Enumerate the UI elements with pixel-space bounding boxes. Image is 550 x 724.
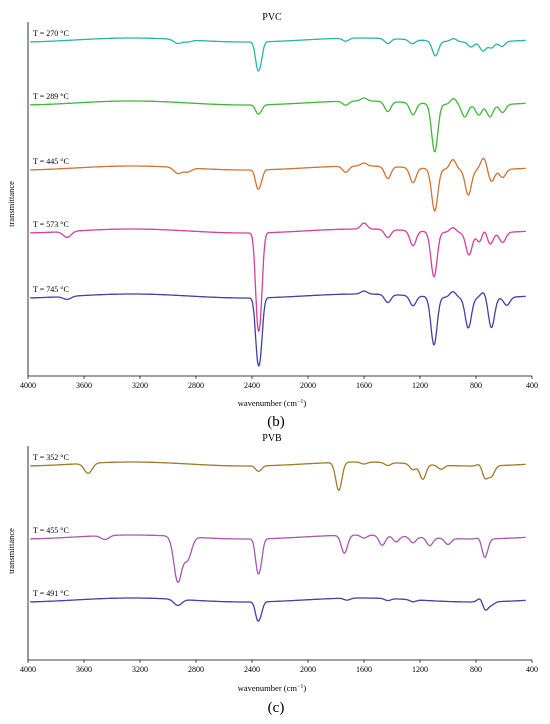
x-tick-label-3200: 3200 (132, 665, 148, 674)
chart-pvb-title: PVB (262, 433, 282, 444)
series-label-1-1: T = 455 °C (33, 526, 69, 535)
chart-pvc-title: PVC (262, 12, 282, 23)
chart-pvc-x-ticks: 4000 3600 3200 2800 2400 2000 1600 1200 800 400 (20, 376, 538, 390)
x-tick-label-2000: 2000 (300, 665, 316, 674)
x-tick-label-4000: 4000 (20, 665, 36, 674)
series-label-0-0: T = 270 °C (33, 29, 69, 38)
x-tick-label-1600: 1600 (356, 665, 372, 674)
x-tick-label-2400: 2400 (244, 381, 260, 390)
chart-pvc-ylabel: transmittance (6, 181, 16, 227)
series-line-0-0 (29, 37, 526, 72)
chart-pvb-series (29, 461, 526, 622)
x-tick-label-2400: 2400 (244, 665, 260, 674)
chart-pvb-xlabel: wavenumber (cm−1) (238, 683, 307, 693)
x-tick-label-3600: 3600 (76, 381, 92, 390)
chart-pvc-xlabel: wavenumber (cm−1) (238, 398, 307, 408)
panel-label-c: (c) (268, 700, 285, 716)
series-line-1-1 (29, 534, 526, 584)
x-tick-label-4000: 4000 (20, 381, 36, 390)
x-tick-label-1600: 1600 (356, 381, 372, 390)
x-tick-label-1200: 1200 (412, 665, 428, 674)
series-line-1-2 (29, 597, 526, 622)
series-line-0-1 (29, 97, 526, 153)
chart-pvb-legend: T = 352 °C T = 455 °C T = 491 °C (33, 453, 69, 598)
chart-pvc: PVC transmittance 4000 3600 3200 2800 2400 20… (6, 12, 538, 430)
series-line-0-4 (29, 290, 526, 367)
series-label-0-3: T = 573 °C (33, 220, 69, 229)
series-line-1-0 (29, 461, 526, 491)
series-label-1-0: T = 352 °C (33, 453, 69, 462)
x-tick-label-400: 400 (526, 381, 538, 390)
x-tick-label-800: 800 (470, 381, 482, 390)
x-tick-label-3200: 3200 (132, 381, 148, 390)
x-tick-label-2800: 2800 (188, 665, 204, 674)
chart-pvb: PVB transmittance 4000 3600 3200 2800 2400 20… (6, 433, 538, 716)
x-tick-label-1200: 1200 (412, 381, 428, 390)
chart-pvc-axes (27, 22, 532, 377)
series-label-0-4: T = 745 °C (33, 285, 69, 294)
x-tick-label-2800: 2800 (188, 381, 204, 390)
chart-pvb-x-ticks: 4000 3600 3200 2800 2400 2000 1600 1200 800 400 (20, 660, 538, 674)
series-label-0-1: T = 289 °C (33, 92, 69, 101)
x-tick-label-3600: 3600 (76, 665, 92, 674)
chart-pvc-series (29, 37, 526, 367)
panel-label-b: (b) (267, 414, 285, 430)
series-label-0-2: T = 445 °C (33, 157, 69, 166)
x-tick-label-400: 400 (526, 665, 538, 674)
series-line-0-2 (29, 157, 526, 212)
x-tick-label-800: 800 (470, 665, 482, 674)
chart-pvc-legend: T = 270 °C T = 289 °C T = 445 °C T = 573 °C… (33, 29, 69, 294)
series-line-0-3 (29, 222, 526, 332)
x-tick-label-2000: 2000 (300, 381, 316, 390)
series-label-1-2: T = 491 °C (33, 589, 69, 598)
chart-pvb-axes (27, 446, 532, 661)
chart-pvb-ylabel: transmittance (6, 528, 16, 574)
